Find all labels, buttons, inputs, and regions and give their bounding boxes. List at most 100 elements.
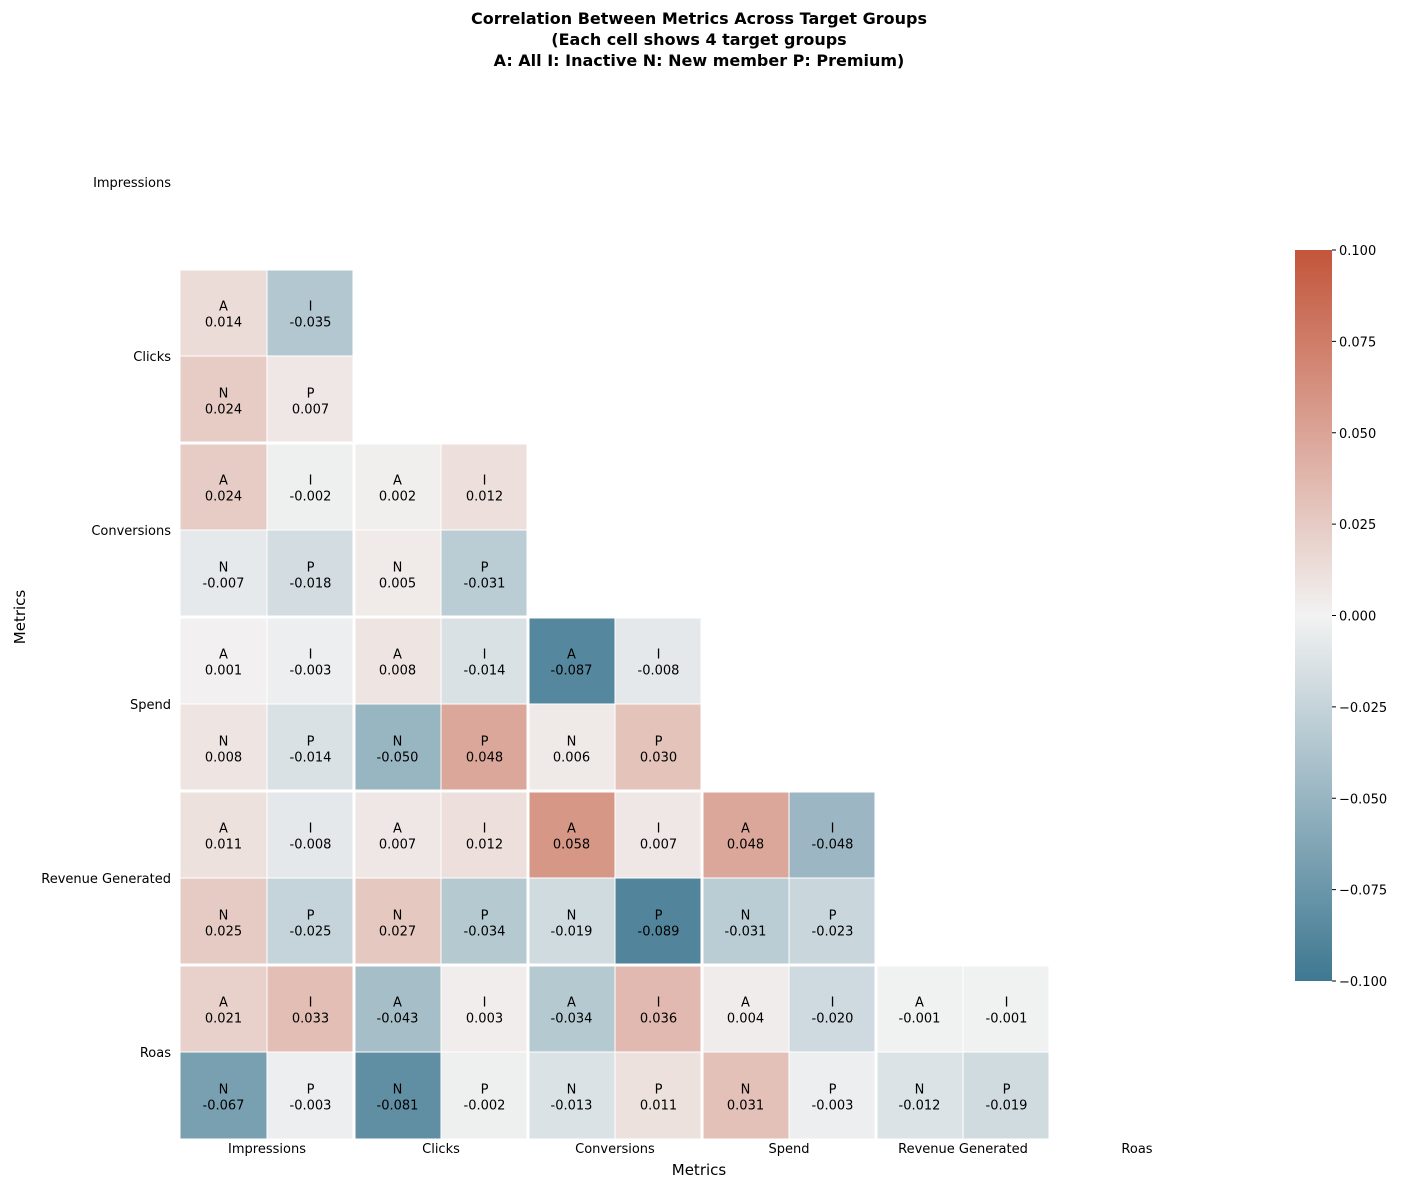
subcell-group-label: A: [393, 822, 402, 837]
subcell-group-label: A: [567, 822, 576, 837]
subcell-value-label: 0.030: [640, 751, 677, 766]
subcell-value-label: 0.006: [553, 751, 590, 766]
subcell-value-label: -0.001: [986, 1012, 1028, 1027]
subcell-value-label: 0.058: [553, 838, 590, 853]
subcell-group-label: A: [393, 648, 402, 663]
heatmap-subcell-a: [353, 790, 442, 879]
subcell-group-label: P: [655, 735, 663, 750]
subcell-group-label: P: [655, 1083, 663, 1098]
subcell-value-label: -0.002: [290, 490, 332, 505]
subcell-group-label: A: [741, 996, 750, 1011]
subcell-value-label: -0.019: [551, 925, 593, 940]
subcell-value-label: -0.019: [986, 1099, 1028, 1114]
y-tick-labels: Impressions Clicks Conversions Spend Revenue…: [41, 176, 171, 1061]
subcell-group-label: A: [567, 648, 576, 663]
y-tick-spend: Spend: [130, 698, 171, 713]
subcell-group-label: P: [307, 735, 315, 750]
subcell-group-label: P: [1003, 1083, 1011, 1098]
heatmap-subcell-n: [179, 1051, 268, 1140]
heatmap-cell-conversions-impressions: A0.024 I-0.002 N-0.007 P-0.018: [179, 442, 355, 618]
subcell-value-label: 0.003: [466, 1012, 503, 1027]
subcell-value-label: -0.018: [290, 577, 332, 592]
heatmap-subcell-p: [788, 1051, 877, 1140]
subcell-group-label: N: [567, 735, 577, 750]
subcell-value-label: -0.014: [290, 751, 332, 766]
subcell-group-label: I: [483, 822, 487, 837]
subcell-group-label: N: [393, 1083, 403, 1098]
heatmap-subcell-i: [440, 616, 529, 705]
subcell-value-label: -0.020: [812, 1012, 854, 1027]
colorbar-ticks: 0.100 0.075 0.050 0.025 0.000 −0.025 −0.050 −0.…: [1332, 244, 1387, 990]
subcell-value-label: -0.013: [551, 1099, 593, 1114]
subcell-group-label: A: [219, 300, 228, 315]
subcell-group-label: P: [307, 909, 315, 924]
heatmap-cell-clicks-impressions: A0.014 I-0.035 N0.024 P0.007: [179, 268, 355, 444]
subcell-group-label: N: [393, 561, 403, 576]
heatmap-subcell-p: [266, 529, 355, 618]
subcell-group-label: I: [657, 648, 661, 663]
subcell-group-label: N: [219, 735, 229, 750]
heatmap-subcell-i: [614, 964, 703, 1053]
heatmap-subcell-n: [875, 1051, 964, 1140]
heatmap-subcell-p: [266, 703, 355, 792]
subcell-value-label: 0.008: [379, 664, 416, 679]
subcell-group-label: I: [483, 474, 487, 489]
y-tick-conversions: Conversions: [91, 524, 171, 539]
subcell-value-label: 0.012: [466, 490, 503, 505]
colorbar-tick-label: 0.000: [1339, 610, 1376, 625]
row-separator: [180, 963, 1224, 967]
heatmap-subcell-n: [353, 703, 442, 792]
y-tick-clicks: Clicks: [133, 350, 171, 365]
subcell-group-label: I: [831, 822, 835, 837]
chart-title: Correlation Between Metrics Across Targe…: [471, 9, 927, 70]
colorbar-gradient: [1295, 250, 1332, 981]
heatmap-subcell-i: [788, 790, 877, 879]
x-tick-spend: Spend: [769, 1142, 810, 1157]
subcell-value-label: 0.024: [205, 403, 242, 418]
x-tick-clicks: Clicks: [422, 1142, 460, 1157]
subcell-value-label: 0.031: [727, 1099, 764, 1114]
subcell-value-label: -0.081: [377, 1099, 419, 1114]
heatmap-subcell-n: [527, 703, 616, 792]
y-axis-label: Metrics: [11, 590, 29, 645]
colorbar-tick-label: −0.075: [1339, 884, 1387, 899]
subcell-group-label: I: [309, 300, 313, 315]
subcell-value-label: 0.005: [379, 577, 416, 592]
heatmap-cell-spend-conversions: A-0.087 I-0.008 N0.006 P0.030: [527, 616, 703, 792]
heatmap-cell-roas-impressions: A0.021 I0.033 N-0.067 P-0.003: [179, 964, 355, 1140]
subcell-value-label: -0.002: [464, 1099, 506, 1114]
subcell-value-label: -0.012: [899, 1099, 941, 1114]
colorbar-tick-label: −0.050: [1339, 792, 1387, 807]
subcell-group-label: I: [831, 996, 835, 1011]
subcell-group-label: N: [393, 909, 403, 924]
subcell-value-label: -0.034: [464, 925, 506, 940]
subcell-value-label: 0.025: [205, 925, 242, 940]
subcell-group-label: I: [309, 474, 313, 489]
subcell-value-label: 0.001: [205, 664, 242, 679]
subcell-group-label: P: [655, 909, 663, 924]
x-axis-label: Metrics: [672, 1161, 727, 1179]
subcell-group-label: A: [741, 822, 750, 837]
subcell-value-label: -0.003: [812, 1099, 854, 1114]
subcell-group-label: N: [219, 1083, 229, 1098]
subcell-group-label: N: [567, 909, 577, 924]
subcell-group-label: N: [393, 735, 403, 750]
subcell-value-label: 0.002: [379, 490, 416, 505]
heatmap-cell-revenue-generated-impressions: A0.011 I-0.008 N0.025 P-0.025: [179, 790, 355, 966]
subcell-value-label: -0.034: [551, 1012, 593, 1027]
x-tick-conversions: Conversions: [575, 1142, 655, 1157]
y-tick-impressions: Impressions: [93, 176, 171, 191]
cell-separators: [180, 95, 1224, 1139]
colorbar: 0.100 0.075 0.050 0.025 0.000 −0.025 −0.050 −0.…: [1295, 244, 1387, 990]
subcell-value-label: 0.048: [727, 838, 764, 853]
colorbar-tick-label: 0.025: [1339, 518, 1376, 533]
row-separator: [180, 789, 1224, 793]
subcell-group-label: I: [309, 996, 313, 1011]
subcell-group-label: A: [393, 474, 402, 489]
heatmap-subcell-n: [179, 355, 268, 444]
heatmap-subcell-p: [440, 529, 529, 618]
heatmap-subcell-n: [701, 1051, 790, 1140]
subcell-value-label: 0.012: [466, 838, 503, 853]
heatmap-subcell-a: [527, 616, 616, 705]
heatmap-subcell-n: [179, 877, 268, 966]
